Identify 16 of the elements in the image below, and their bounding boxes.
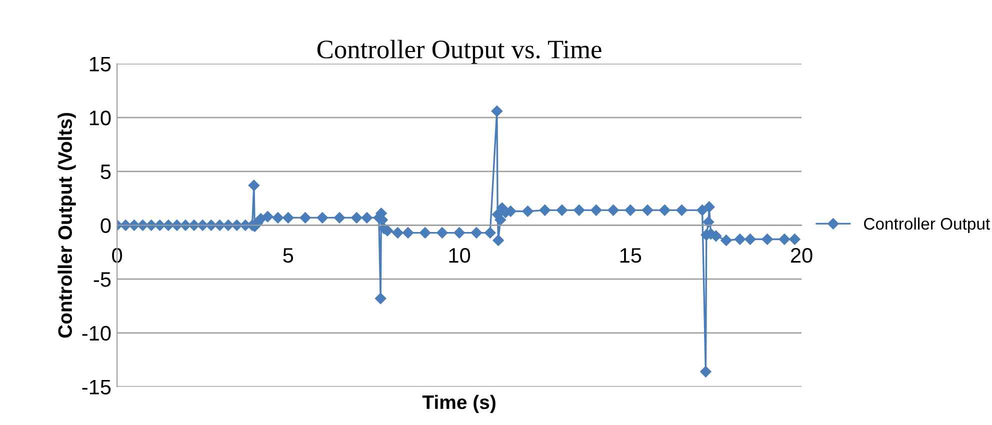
chart-title: Controller Output vs. Time xyxy=(317,40,602,64)
y-tick-label: -10 xyxy=(82,326,111,341)
x-tick-label: 5 xyxy=(283,248,294,263)
y-tick-label: 10 xyxy=(90,110,111,126)
x-tick-label: 0 xyxy=(112,248,122,263)
legend-label: Controller Output xyxy=(864,217,990,234)
y-tick-label: 0 xyxy=(100,218,111,234)
y-tick-label: 5 xyxy=(100,164,111,180)
x-tick-label: 15 xyxy=(620,248,642,263)
y-tick-label: 15 xyxy=(90,56,111,72)
y-axis-title: Controller Output (Volts) xyxy=(58,112,76,338)
y-tick-label: -5 xyxy=(94,272,111,287)
y-tick-label: -15 xyxy=(82,380,111,395)
x-tick-label: 20 xyxy=(791,248,812,263)
x-axis-title: Time (s) xyxy=(422,394,496,413)
x-tick-label: 10 xyxy=(449,248,470,263)
